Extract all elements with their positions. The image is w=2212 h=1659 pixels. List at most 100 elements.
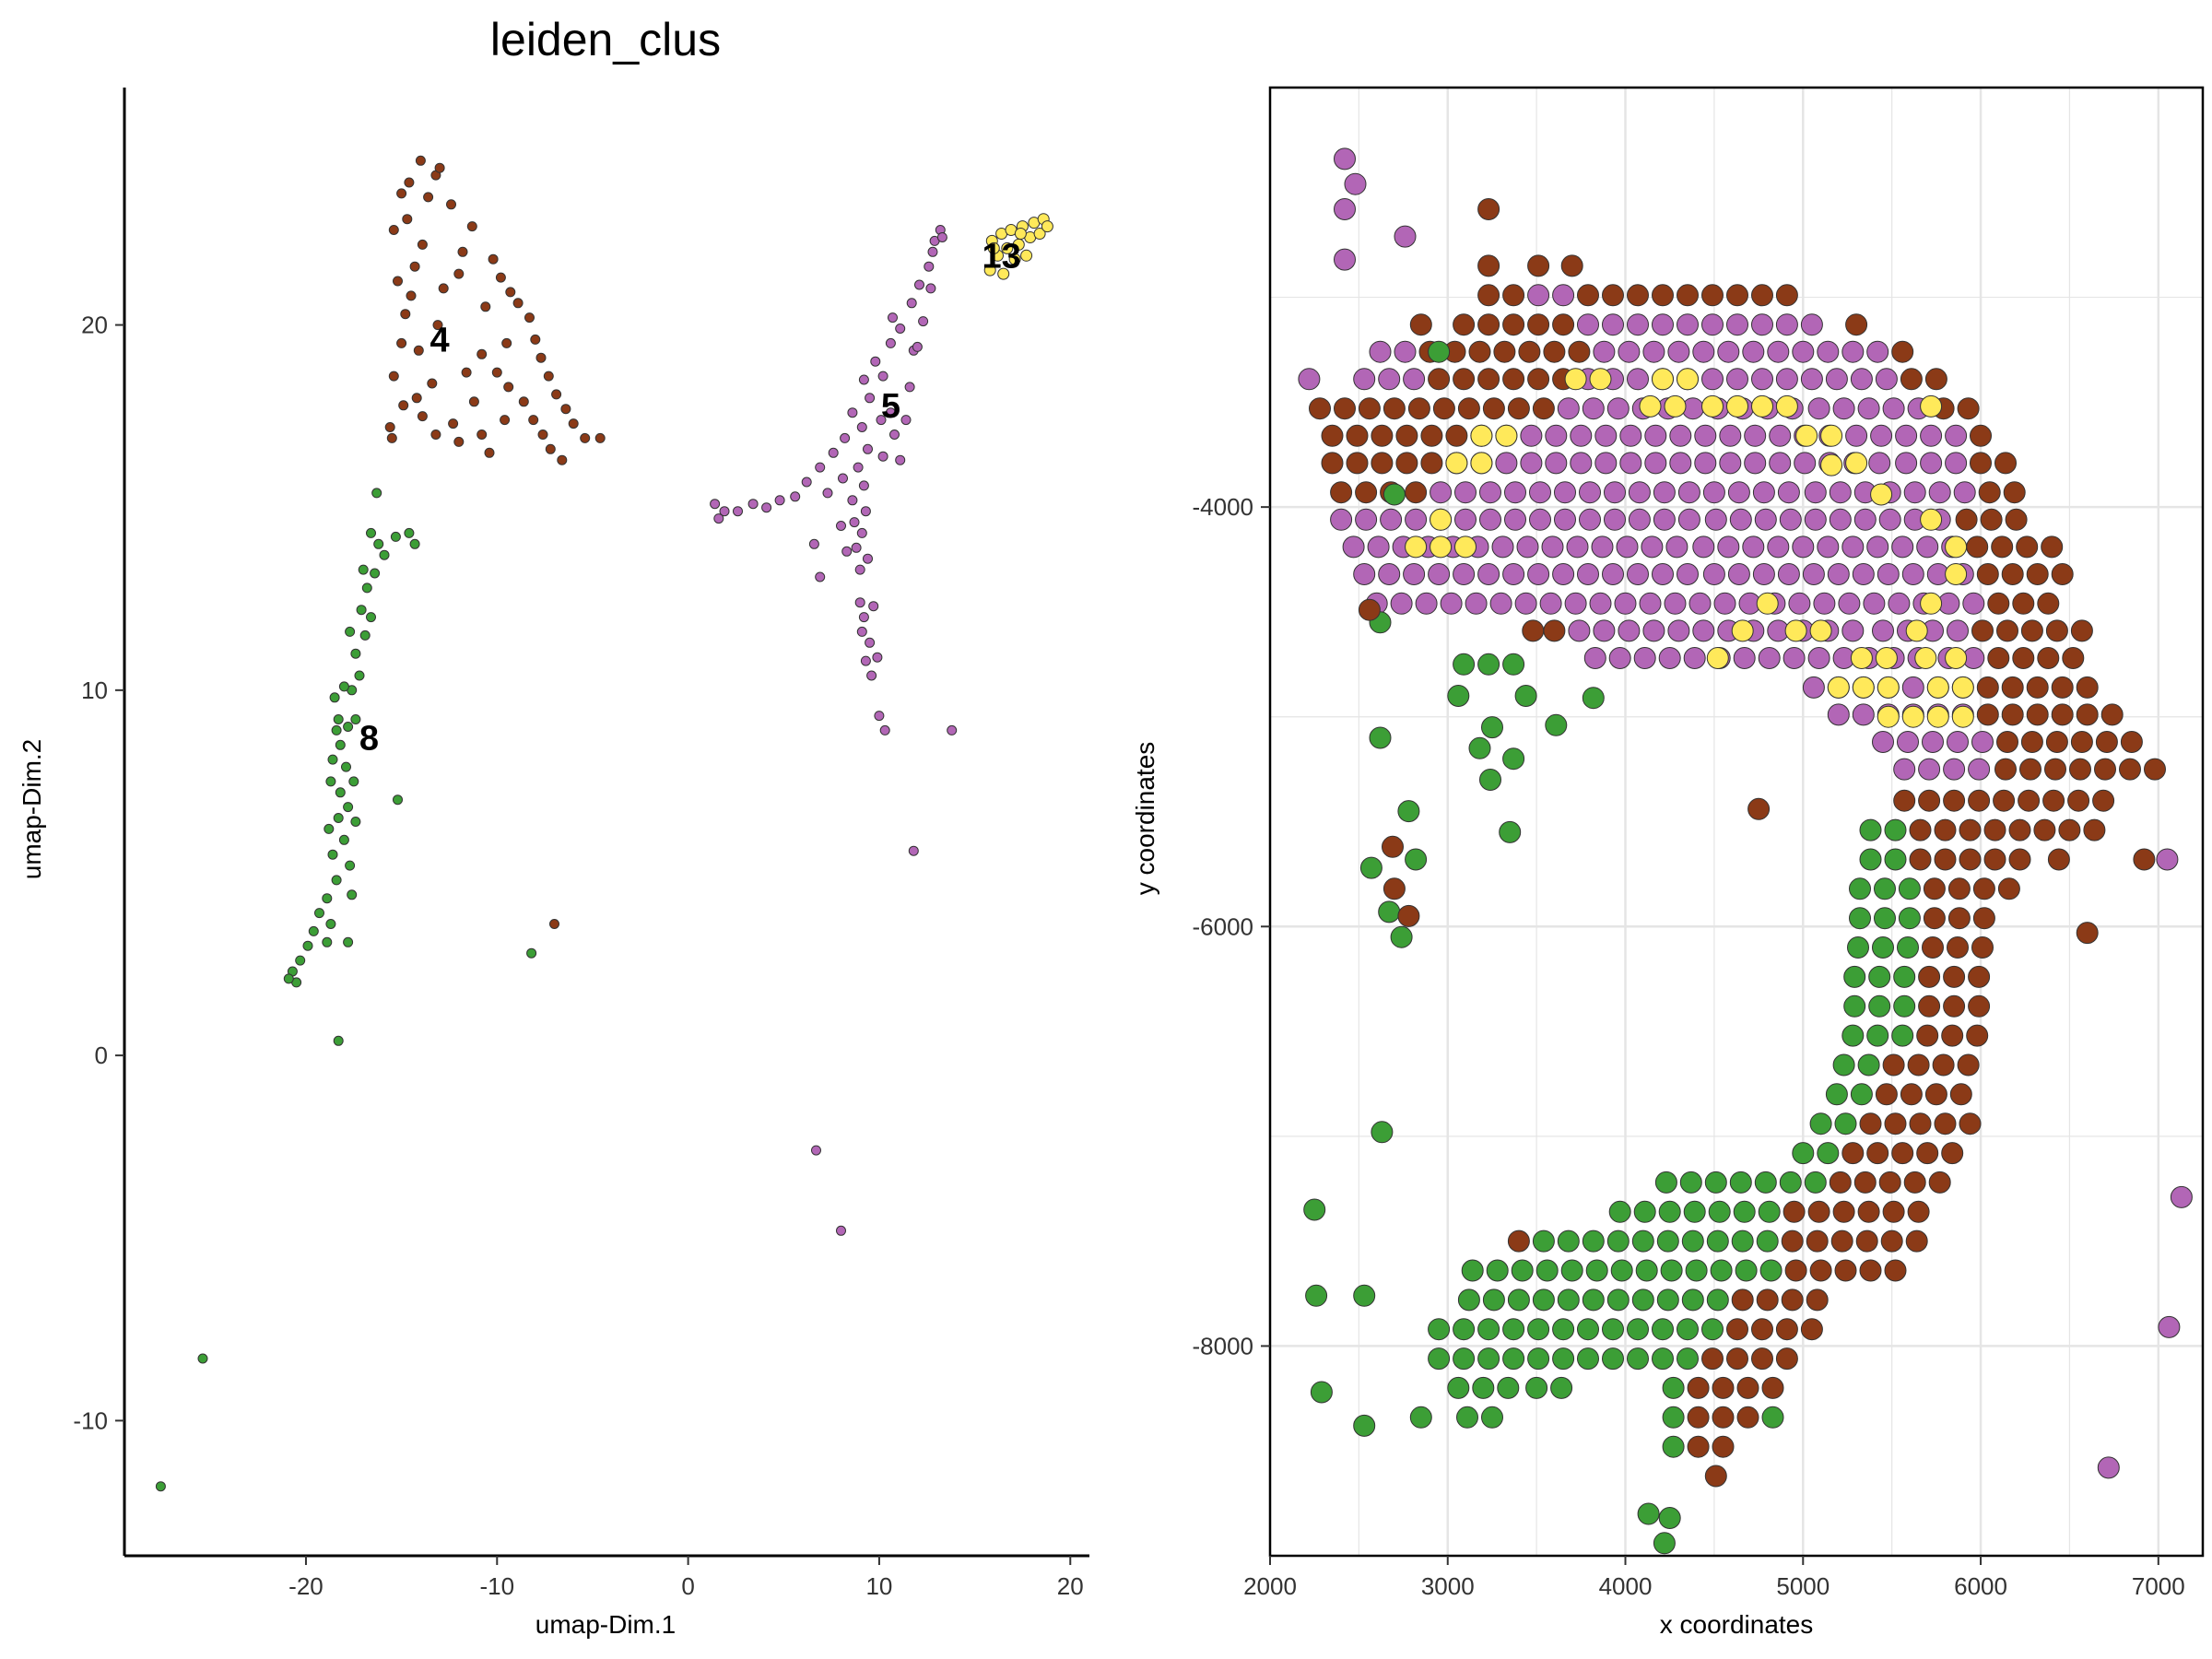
umap-point: [322, 936, 333, 947]
umap-point: [925, 283, 936, 294]
umap-cluster-label-4: 4: [430, 321, 450, 359]
umap-point: [868, 601, 879, 612]
umap-point: [423, 192, 434, 203]
spatial-spot: [1541, 535, 1564, 559]
umap-point: [560, 404, 571, 415]
spatial-spot: [1731, 1288, 1754, 1312]
spatial-spot: [1527, 313, 1550, 336]
spatial-x-axis-title: x coordinates: [1660, 1610, 1814, 1639]
spatial-spot: [1557, 397, 1580, 420]
spatial-spot: [1807, 1200, 1830, 1223]
umap-point: [350, 817, 361, 827]
spatial-spot: [2144, 758, 2166, 781]
spatial-spot: [1751, 1318, 1773, 1341]
umap-point: [327, 849, 338, 860]
spatial-spot: [1688, 592, 1712, 615]
spatial-spot: [1972, 907, 1995, 930]
spatial-spot: [1461, 1259, 1484, 1282]
umap-point: [906, 298, 917, 309]
spatial-spot: [1507, 397, 1530, 420]
spatial-spot: [1953, 481, 1976, 504]
spatial-spot: [2008, 848, 2031, 871]
spatial-spot: [1943, 789, 1966, 812]
spatial-spot: [1415, 592, 1438, 615]
spatial-spot: [1920, 592, 1943, 615]
spatial-spot: [1916, 1142, 1939, 1165]
umap-point: [710, 499, 721, 510]
spatial-points: [1298, 147, 2193, 1555]
spatial-spot: [1701, 1347, 1724, 1371]
umap-point: [331, 875, 342, 886]
spatial-spot: [1430, 508, 1453, 531]
spatial-spot: [1875, 1083, 1898, 1106]
spatial-spot: [1321, 424, 1344, 447]
umap-point: [457, 246, 468, 257]
spatial-spot: [1775, 284, 1798, 307]
umap-point: [347, 889, 358, 900]
spatial-spot: [1704, 508, 1727, 531]
spatial-spot: [1378, 563, 1401, 585]
spatial-spot: [1804, 481, 1827, 504]
spatial-spot: [2120, 731, 2143, 753]
spatial-spot: [1420, 424, 1443, 447]
spatial-spot: [1947, 731, 1969, 753]
spatial-spot: [1334, 147, 1356, 171]
spatial-spot: [1827, 563, 1850, 585]
umap-point: [568, 418, 579, 429]
spatial-spot: [1775, 1347, 1798, 1371]
umap-point: [1014, 228, 1027, 240]
spatial-spot: [1502, 653, 1525, 676]
spatial-spot: [1665, 535, 1688, 559]
umap-point: [733, 506, 743, 517]
umap-point: [918, 316, 929, 327]
spatial-spot: [1943, 965, 1966, 988]
spatial-spot: [1888, 592, 1911, 615]
spatial-spot: [1677, 284, 1699, 307]
spatial-spot: [1802, 676, 1825, 699]
spatial-spot: [2016, 535, 2039, 559]
umap-point: [879, 724, 890, 735]
spatial-spot: [1918, 758, 1941, 781]
spatial-spot: [1891, 535, 1914, 559]
spatial-spot: [1633, 1200, 1656, 1223]
spatial-spot: [1507, 1288, 1530, 1312]
spatial-spot: [1405, 535, 1428, 559]
spatial-panel: 2000 3000 4000 5000 6000 7000 -4000 -6000 -8000…: [1131, 86, 2205, 1639]
spatial-spot: [1454, 508, 1477, 531]
spatial-spot: [1525, 1376, 1548, 1399]
spatial-spot: [1687, 1376, 1710, 1399]
umap-point: [491, 367, 502, 378]
spatial-spot: [2076, 922, 2099, 945]
umap-points: [155, 155, 1053, 1492]
spatial-spot: [1897, 731, 1919, 753]
umap-y-axis-title: umap-Dim.2: [18, 739, 46, 879]
umap-point: [863, 553, 873, 564]
spatial-spot: [1857, 397, 1880, 420]
spatial-spot: [1866, 1142, 1889, 1165]
umap-y-tick-label: 20: [81, 312, 108, 339]
spatial-spot: [1859, 818, 1882, 841]
spatial-spot: [1726, 284, 1748, 307]
spatial-spot: [1627, 368, 1649, 391]
spatial-spot: [1502, 313, 1525, 336]
spatial-spot: [1310, 1381, 1333, 1404]
spatial-spot: [1479, 508, 1501, 531]
spatial-spot: [1947, 619, 1969, 642]
spatial-spot: [1394, 340, 1417, 363]
umap-point: [503, 382, 514, 393]
spatial-spot: [1543, 340, 1566, 363]
spatial-spot: [1481, 716, 1503, 739]
umap-point: [411, 393, 422, 404]
spatial-spot: [1832, 1053, 1855, 1077]
spatial-spot: [1610, 1259, 1633, 1282]
spatial-spot: [1928, 1171, 1951, 1194]
umap-point: [889, 429, 900, 440]
spatial-spot: [1527, 284, 1550, 307]
spatial-spot: [1744, 452, 1767, 475]
spatial-spot: [1660, 1259, 1683, 1282]
umap-point: [333, 714, 344, 724]
spatial-spot: [1554, 508, 1576, 531]
spatial-spot: [1767, 340, 1790, 363]
spatial-spot: [1800, 1318, 1823, 1341]
spatial-spot: [1934, 848, 1957, 871]
